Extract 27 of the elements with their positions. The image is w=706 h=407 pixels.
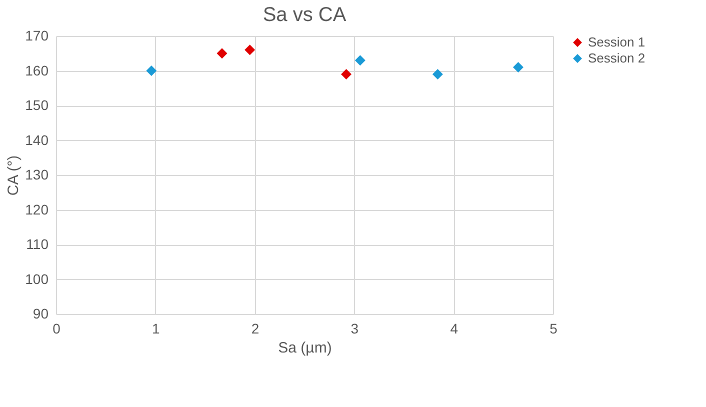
x-tick-label: 1	[152, 320, 160, 336]
y-tick-label: 90	[32, 306, 49, 322]
y-tick-label: 160	[25, 62, 49, 78]
x-axis-title: Sa (µm)	[278, 340, 332, 356]
x-tick-label: 3	[350, 320, 359, 336]
x-tick-label: 0	[52, 320, 61, 336]
legend-label: Session 1	[588, 34, 646, 50]
x-tick-label: 5	[550, 320, 558, 336]
point	[341, 68, 352, 80]
y-tick-label: 110	[26, 236, 49, 252]
legend-label: Session 2	[588, 50, 646, 66]
point	[432, 68, 443, 80]
point	[146, 66, 157, 76]
y-tick-label: 140	[25, 132, 49, 148]
x-tick-label: 4	[450, 320, 458, 336]
chart-title: Sa vs CA	[262, 4, 347, 26]
y-tick-label: 170	[25, 28, 49, 44]
point	[354, 55, 366, 66]
y-axis-title: CA (°)	[5, 155, 22, 196]
point	[244, 44, 256, 56]
x-tick-label: 2	[251, 320, 260, 336]
y-tick-label: 100	[25, 270, 49, 287]
y-tick-label: 120	[25, 201, 49, 218]
point	[216, 48, 228, 59]
y-tick-label: 130	[25, 166, 49, 182]
point	[512, 62, 524, 73]
y-tick-label: 150	[25, 97, 49, 113]
